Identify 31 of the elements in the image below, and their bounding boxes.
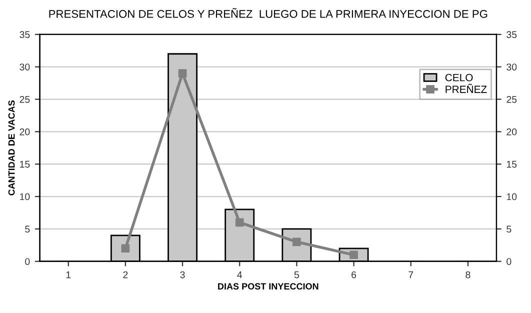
x-tick-label: 4 — [237, 271, 242, 278]
y2-tick-label: 10 — [506, 193, 517, 200]
y-tick-label: 35 — [20, 31, 30, 38]
y2-tick-label: 0 — [506, 258, 512, 265]
y-tick-label: 15 — [20, 160, 30, 168]
point — [178, 69, 187, 78]
x-tick-label: 7 — [408, 271, 414, 278]
y2-tick-label: 20 — [506, 128, 517, 136]
legend-label: PREÑEZ — [446, 84, 487, 93]
chart-title: PRESENTACION DE CELOS Y PREÑEZ LUEGO DE LA PRIMERA INYECCION DE PG — [49, 8, 488, 18]
y2-tick-label: 15 — [506, 160, 517, 168]
y-tick-label: 0 — [25, 258, 30, 265]
x-tick-label: 3 — [180, 271, 185, 278]
x-tick-label: 2 — [123, 271, 128, 278]
x-tick-label: 1 — [66, 271, 71, 278]
y-tick-label: 5 — [25, 226, 30, 233]
y-tick-label: 30 — [20, 64, 30, 70]
y2-tick-label: 30 — [506, 64, 517, 70]
y-axis-title: CANTIDAD DE VACAS — [8, 100, 15, 196]
y2-tick-label: 35 — [506, 31, 517, 38]
x-tick-label: 5 — [294, 271, 299, 278]
x-tick-label: 8 — [466, 271, 470, 278]
y2-tick-label: 25 — [506, 96, 517, 103]
y2-tick-label: 5 — [506, 226, 512, 233]
y-tick-label: 20 — [20, 128, 30, 136]
point — [235, 218, 244, 227]
x-axis-title: DIAS POST INYECCION — [218, 283, 318, 290]
y-tick-label: 10 — [20, 193, 30, 200]
legend-label: CELO — [445, 74, 473, 82]
y-tick-label: 25 — [20, 96, 30, 103]
x-tick-label: 6 — [352, 271, 356, 278]
